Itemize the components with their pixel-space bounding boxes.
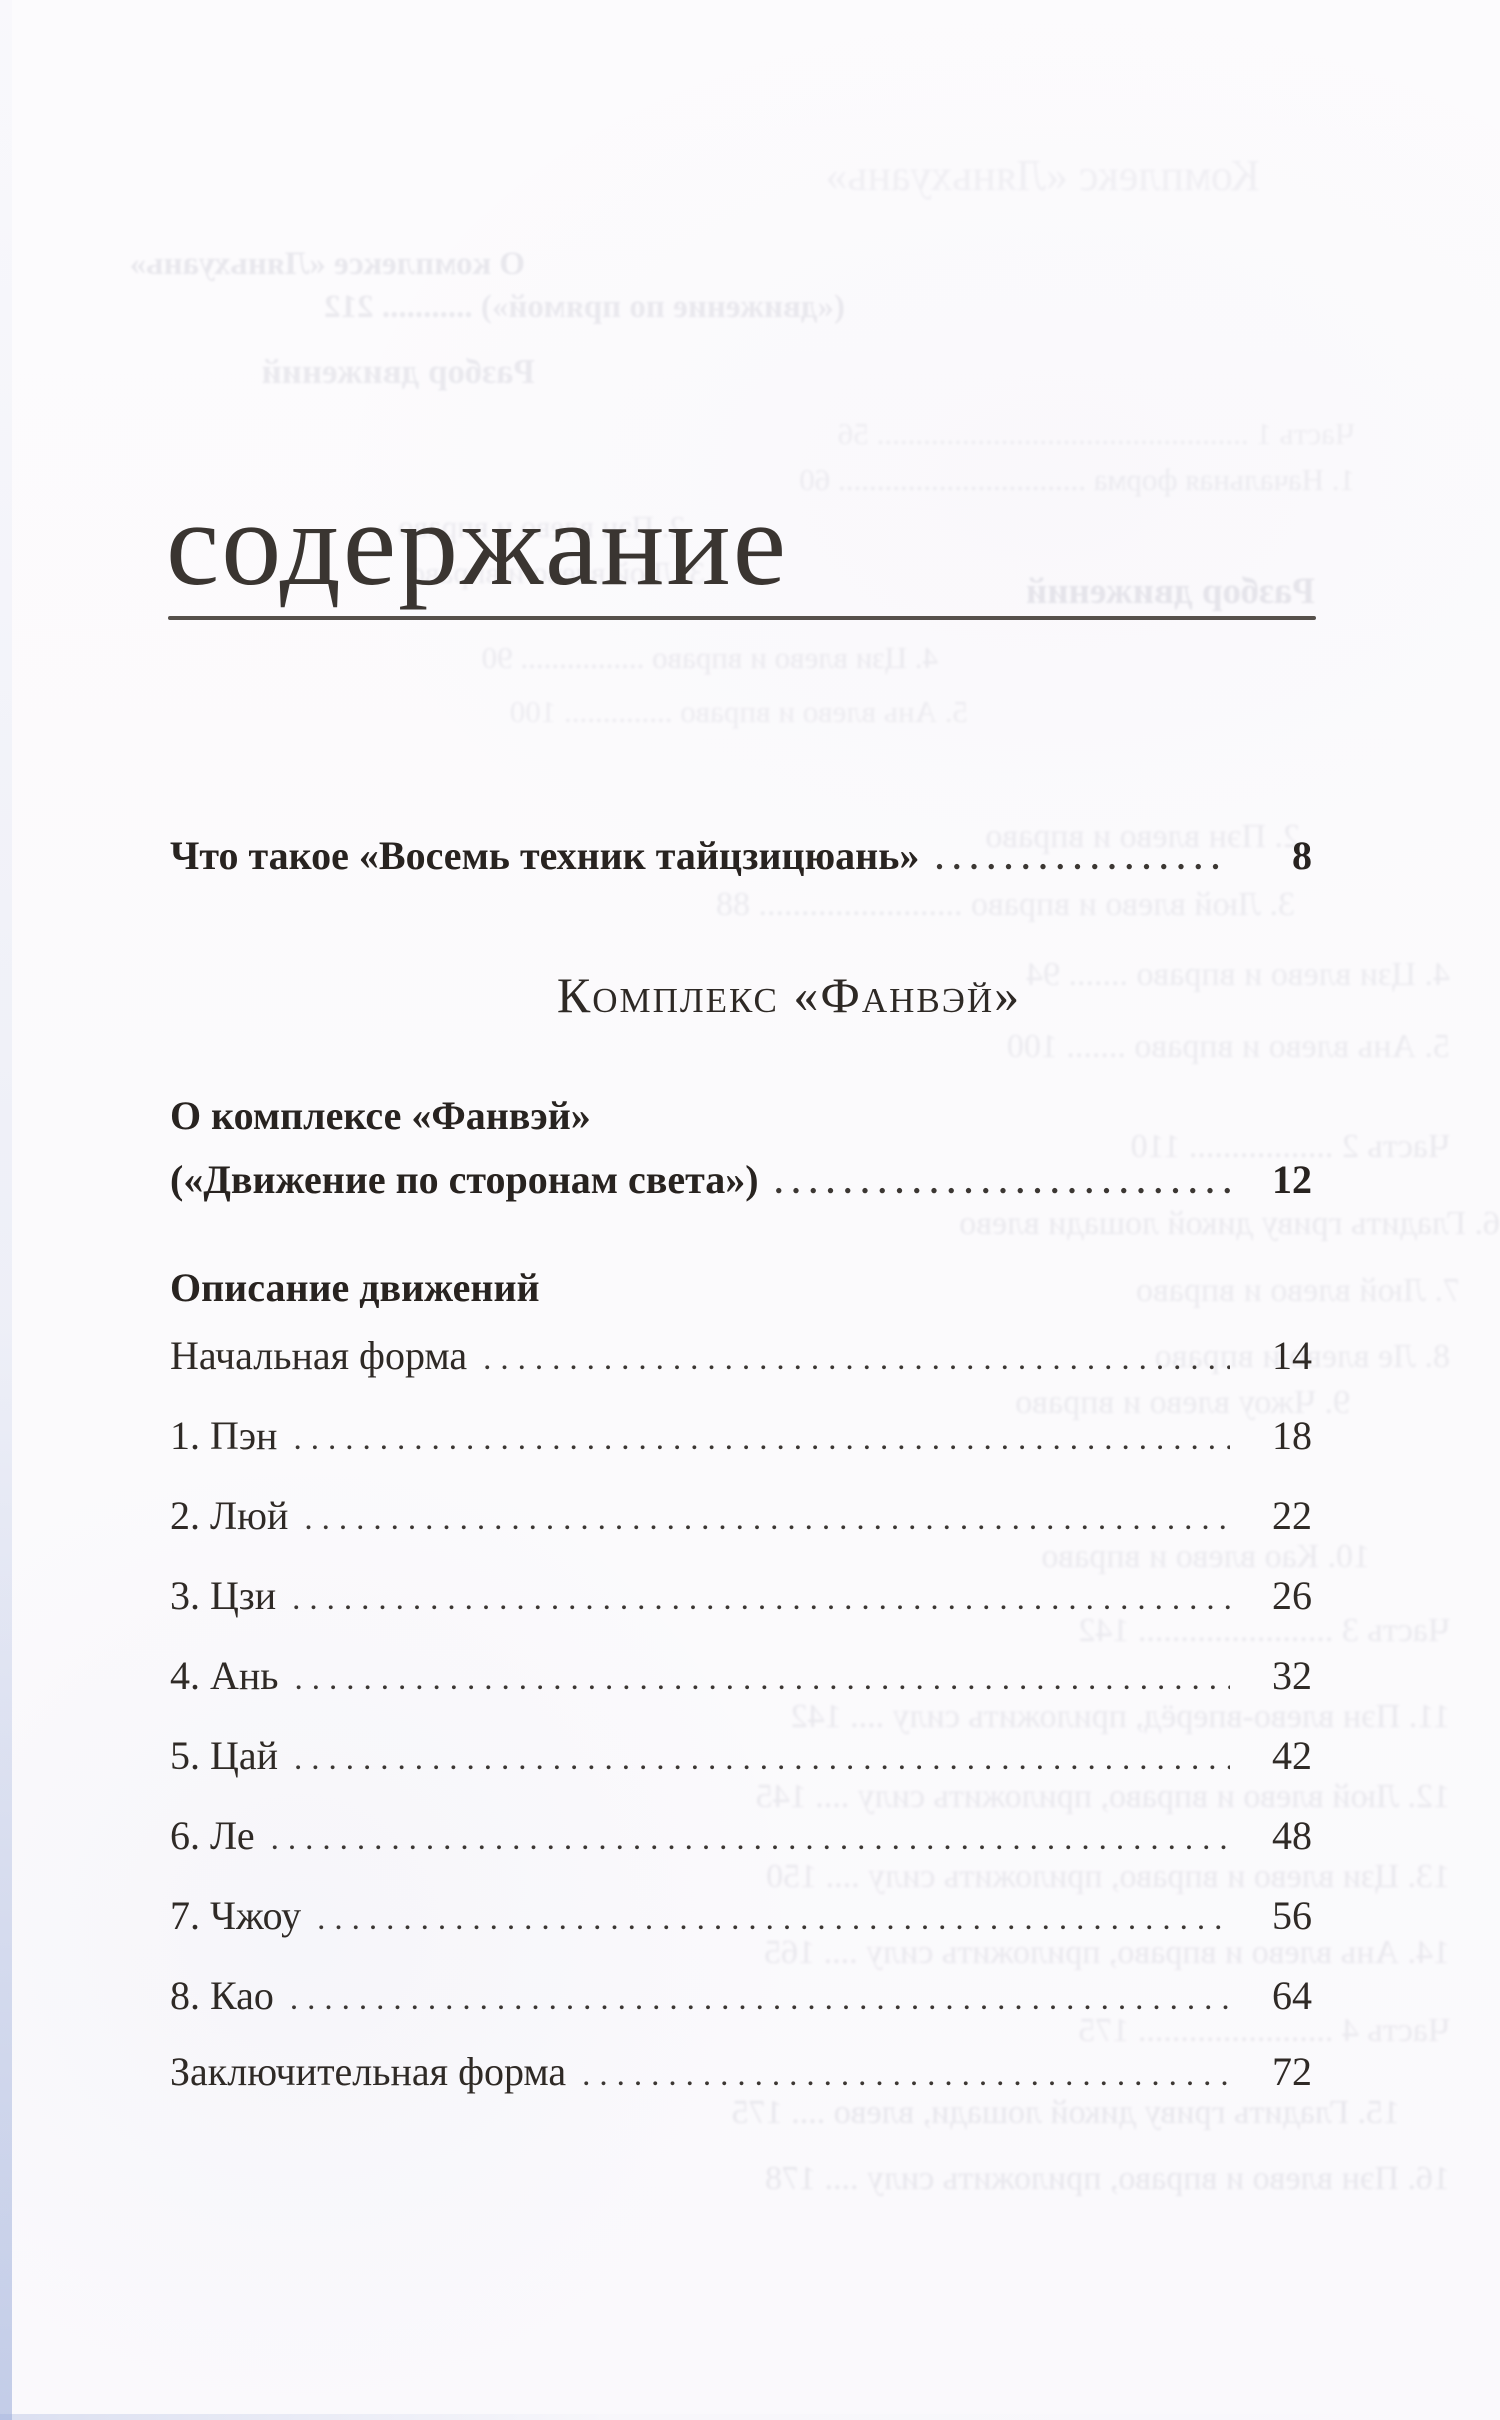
bleed-through-line: 12. Люй влево и вправо, приложить силу .…: [755, 1778, 1450, 1815]
toc-entry-label: 7. Чжоу: [170, 1893, 302, 1938]
bleed-through-line: Разбор движений: [261, 352, 535, 391]
scan-bottom-edge: [0, 2414, 1500, 2420]
bleed-through-line: Часть 1 ................................…: [837, 416, 1355, 451]
toc-entry-label: 3. Цзи: [170, 1573, 277, 1618]
toc-row: Начальная форма 14: [170, 1332, 1312, 1380]
dot-leader: [304, 1495, 1230, 1543]
dot-leader: [935, 835, 1230, 883]
bleed-through-line: 10. Као влево и вправо: [1041, 1538, 1370, 1575]
page-number: 48: [1272, 1813, 1312, 1858]
dot-leader: [290, 1975, 1230, 2023]
toc-entry-label: 8. Као: [170, 1973, 274, 2018]
bleed-through-line: 15. Гладить гриву дикой лошади, влево ..…: [731, 2094, 1400, 2131]
toc-row: 3. Цзи 26: [170, 1572, 1312, 1620]
page-number: 64: [1272, 1973, 1312, 2018]
bleed-through-line: 16. Пэн влево и вправо, приложить силу .…: [765, 2160, 1450, 2197]
toc-entry-label: 4. Ань: [170, 1653, 279, 1698]
page-number: 22: [1272, 1493, 1312, 1538]
bleed-through-line: Комплекс «Ляньхуань»: [825, 151, 1260, 200]
bleed-through-line: 5. Ань влево и вправо .............. 100: [509, 694, 968, 729]
page-number: 26: [1272, 1573, 1312, 1618]
page-number: 32: [1272, 1653, 1312, 1698]
page-number: 42: [1272, 1733, 1312, 1778]
page-number: 8: [1292, 833, 1312, 878]
dot-leader: [483, 1335, 1230, 1383]
toc-row-about-complex: О комплексе «Фанвэй»: [170, 1092, 1312, 1140]
toc-row: Заключительная форма 72: [170, 2048, 1312, 2096]
toc-row: 4. Ань 32: [170, 1652, 1312, 1700]
toc-entry-label: 2. Люй: [170, 1493, 289, 1538]
section-heading-fanwei: Комплекс «Фанвэй»: [556, 967, 1022, 1023]
scan-left-edge: [0, 0, 12, 2420]
dot-leader: [317, 1895, 1230, 1943]
toc-row-about-complex-subtitle: («Движение по сторонам света») 12: [170, 1156, 1312, 1204]
dot-leader: [775, 1159, 1230, 1207]
toc-entry-label: 1. Пэн: [170, 1413, 278, 1458]
toc-entry-label: О комплексе «Фанвэй»: [170, 1093, 591, 1138]
page-number: 56: [1272, 1893, 1312, 1938]
toc-entry-label: Что такое «Восемь техник тайцзицюань»: [170, 833, 920, 878]
toc-row: 5. Цай 42: [170, 1732, 1312, 1780]
toc-entry-label: Описание движений: [170, 1265, 540, 1310]
bleed-through-line: О комплексе «Ляньхуань»: [129, 246, 525, 282]
toc-row: 7. Чжоу 56: [170, 1892, 1312, 1940]
bleed-through-line: 4. Цзи влево и вправо ................ 9…: [481, 640, 938, 675]
toc-row: 2. Люй 22: [170, 1492, 1312, 1540]
bleed-through-line: 6. Гладить гриву дикой лошади влево: [959, 1205, 1500, 1242]
dot-leader: [294, 1735, 1230, 1783]
bleed-through-line: 11. Пэн влево-вперёд, приложить силу ...…: [790, 1698, 1450, 1735]
toc-entry-label: («Движение по сторонам света»): [170, 1157, 759, 1202]
dot-leader: [582, 2051, 1230, 2099]
page-number: 72: [1272, 2049, 1312, 2094]
page-number: 14: [1272, 1333, 1312, 1378]
title-rule: [168, 616, 1316, 620]
toc-row-what-is: Что такое «Восемь техник тайцзицюань» 8: [170, 832, 1312, 880]
page-title: содержание: [166, 477, 788, 610]
dot-leader: [295, 1655, 1230, 1703]
dot-leader: [271, 1815, 1230, 1863]
toc-entry-label: 5. Цай: [170, 1733, 279, 1778]
page-number: 12: [1272, 1157, 1312, 1202]
bleed-through-line: 5. Ань влево и вправо ....... 100: [1006, 1028, 1450, 1065]
bleed-through-line: («движение по прямой») ........... 212: [324, 289, 845, 325]
bleed-through-line: Разбор движений: [1025, 571, 1315, 612]
toc-entry-label: 6. Ле: [170, 1813, 255, 1858]
toc-row: 1. Пэн 18: [170, 1412, 1312, 1460]
toc-row: 6. Ле 48: [170, 1812, 1312, 1860]
dot-leader: [293, 1415, 1230, 1463]
dot-leader: [292, 1575, 1230, 1623]
bleed-through-line: 13. Цзи влево и вправо, приложить силу .…: [766, 1858, 1450, 1895]
bleed-through-line: 3. Люй влево и вправо ..................…: [716, 886, 1295, 923]
toc-row-movements-heading: Описание движений: [170, 1264, 1312, 1312]
toc-entry-label: Начальная форма: [170, 1333, 468, 1378]
toc-entry-label: Заключительная форма: [170, 2049, 567, 2094]
toc-row: 8. Као 64: [170, 1972, 1312, 2020]
page-number: 18: [1272, 1413, 1312, 1458]
